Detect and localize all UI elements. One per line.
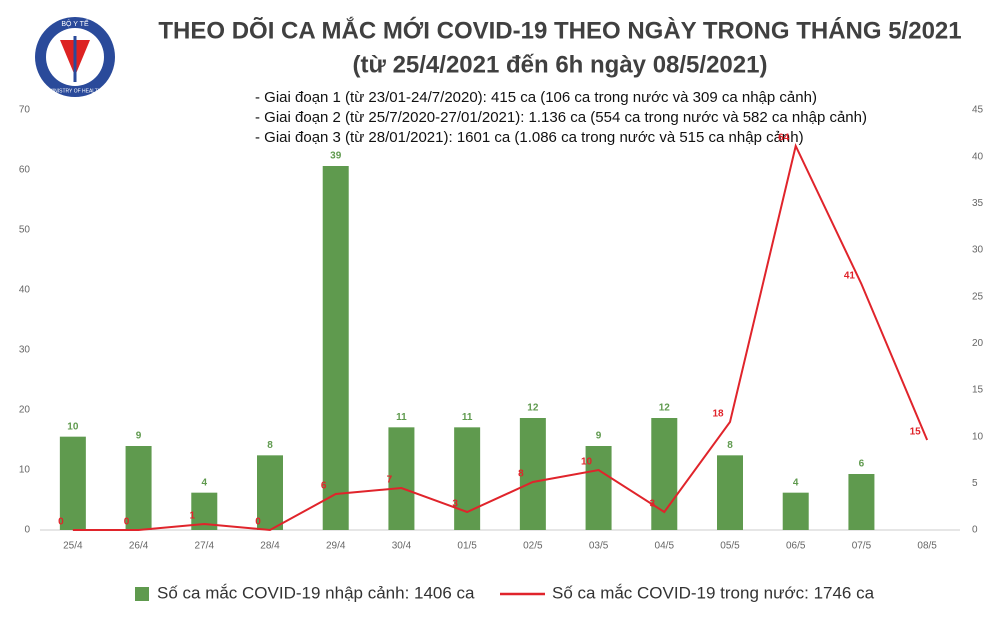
y2-tick-label: 15 xyxy=(972,385,984,396)
bar xyxy=(585,446,612,530)
bar-label: 39 xyxy=(330,151,342,162)
bar xyxy=(59,436,86,530)
line-label: 0 xyxy=(124,517,130,528)
y2-tick-label: 35 xyxy=(972,198,984,209)
line-label: 15 xyxy=(910,427,922,438)
bar xyxy=(388,427,415,530)
annotation: - Giai đoạn 1 (từ 23/01-24/7/2020): 415 … xyxy=(255,89,817,106)
line-label: 18 xyxy=(712,409,724,420)
y2-tick-label: 25 xyxy=(972,291,984,302)
line-label: 3 xyxy=(650,499,656,510)
line-label: 8 xyxy=(518,469,524,480)
bar-label: 4 xyxy=(793,477,799,488)
x-tick-label: 08/5 xyxy=(917,541,937,552)
x-tick-label: 27/4 xyxy=(195,541,215,552)
x-tick-label: 30/4 xyxy=(392,541,412,552)
line-label: 1 xyxy=(190,511,196,522)
bar xyxy=(322,166,349,530)
x-tick-label: 01/5 xyxy=(457,541,477,552)
line-label: 64 xyxy=(778,133,790,144)
x-tick-label: 04/5 xyxy=(655,541,675,552)
bar-label: 12 xyxy=(527,403,539,414)
line-label: 41 xyxy=(844,271,856,282)
y2-tick-label: 45 xyxy=(972,105,984,116)
y2-tick-label: 20 xyxy=(972,338,984,349)
bar xyxy=(519,418,546,530)
line xyxy=(72,143,929,532)
x-tick-label: 26/4 xyxy=(129,541,149,552)
y-tick-label: 10 xyxy=(19,465,31,476)
x-tick-label: 02/5 xyxy=(523,541,543,552)
y-tick-label: 30 xyxy=(19,345,31,356)
legend-label: Số ca mắc COVID-19 trong nước: 1746 ca xyxy=(552,583,875,602)
y2-tick-label: 5 xyxy=(972,478,978,489)
bar-label: 10 xyxy=(67,421,79,432)
bar xyxy=(257,455,283,530)
y-tick-label: 50 xyxy=(19,225,31,236)
bar-label: 9 xyxy=(136,431,142,442)
legend-label: Số ca mắc COVID-19 nhập cảnh: 1406 ca xyxy=(157,583,475,602)
logo-bottom: MINISTRY OF HEALTH xyxy=(49,88,102,94)
bar-label: 11 xyxy=(462,412,473,423)
bar xyxy=(848,474,875,530)
bar-label: 11 xyxy=(396,412,407,423)
y2-tick-label: 40 xyxy=(972,151,984,162)
bar xyxy=(454,427,481,530)
y-tick-label: 60 xyxy=(19,165,31,176)
annotation: - Giai đoạn 2 (từ 25/7/2020-27/01/2021):… xyxy=(255,109,867,126)
bar-label: 9 xyxy=(596,431,602,442)
x-tick-label: 03/5 xyxy=(589,541,609,552)
y2-tick-label: 30 xyxy=(972,245,984,256)
bar xyxy=(717,455,743,530)
logo: BỘ Y TẾ MINISTRY OF HEALTH xyxy=(35,17,115,97)
bar-label: 8 xyxy=(267,440,273,451)
line-label: 3 xyxy=(452,499,458,510)
y-tick-label: 40 xyxy=(19,285,31,296)
chart-title: THEO DÕI CA MẮC MỚI COVID-19 THEO NGÀY T… xyxy=(158,16,961,44)
legend-swatch xyxy=(135,587,149,601)
y2-tick-label: 0 xyxy=(972,525,978,536)
bar-label: 12 xyxy=(659,403,671,414)
line-label: 10 xyxy=(581,457,593,468)
y2-tick-label: 10 xyxy=(972,431,984,442)
line-label: 0 xyxy=(255,517,261,528)
x-tick-label: 25/4 xyxy=(63,541,83,552)
x-tick-label: 06/5 xyxy=(786,541,806,552)
chart-subtitle: (từ 25/4/2021 đến 6h ngày 08/5/2021) xyxy=(353,51,768,78)
logo-top: BỘ Y TẾ xyxy=(61,18,89,28)
x-tick-label: 05/5 xyxy=(720,541,740,552)
x-tick-label: 07/5 xyxy=(852,541,872,552)
bar-label: 8 xyxy=(727,440,733,451)
bar-label: 4 xyxy=(202,477,208,488)
x-tick-label: 29/4 xyxy=(326,541,346,552)
y-tick-label: 20 xyxy=(19,405,31,416)
annotation: - Giai đoạn 3 (từ 28/01/2021): 1601 ca (… xyxy=(255,129,804,146)
x-tick-label: 28/4 xyxy=(260,541,280,552)
y-tick-label: 0 xyxy=(24,525,30,536)
line-label: 0 xyxy=(58,517,64,528)
line-label: 7 xyxy=(387,475,393,486)
line-label: 6 xyxy=(321,481,327,492)
bar xyxy=(125,446,152,530)
bar-label: 6 xyxy=(859,459,865,470)
bar xyxy=(782,492,809,530)
bar xyxy=(651,418,678,530)
y-tick-label: 70 xyxy=(19,105,31,116)
